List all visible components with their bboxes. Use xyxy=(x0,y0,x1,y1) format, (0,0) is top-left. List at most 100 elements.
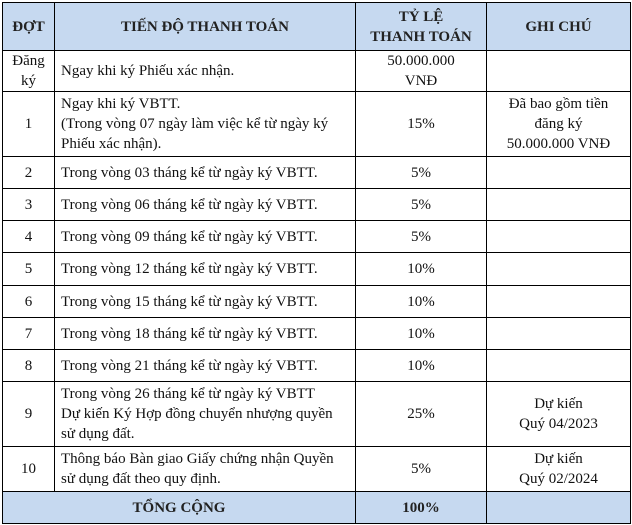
cell-text: Dự kiến xyxy=(534,396,583,412)
cell-text: đăng ký xyxy=(534,116,583,132)
table-cell: TỔNG CỘNG xyxy=(2,491,356,524)
table-row: 10 Thông báo Bàn giao Giấy chứng nhận Quy… xyxy=(2,446,631,492)
cell-text: 4 xyxy=(24,228,33,245)
cell-text: 8 xyxy=(24,357,33,374)
table-cell: Trong vòng 06 tháng kể từ ngày ký VBTT. xyxy=(54,188,356,221)
table-cell: Ngay khi ký Phiếu xác nhận. xyxy=(54,50,356,92)
cell-text: ký xyxy=(21,73,36,89)
table-cell: Trong vòng 18 tháng kể từ ngày ký VBTT. xyxy=(54,317,356,350)
table-cell: TỶ LỆ THANH TOÁN xyxy=(355,2,487,51)
table-cell: 10 xyxy=(2,446,55,492)
cell-text: Trong vòng 12 tháng kể từ ngày ký VBTT. xyxy=(61,261,318,277)
table-cell: Thông báo Bàn giao Giấy chứng nhận Quyền… xyxy=(54,446,356,492)
table-cell xyxy=(486,188,631,221)
cell-text: Đăng xyxy=(12,53,45,69)
cell-text: Ngay khi ký Phiếu xác nhận. xyxy=(61,63,235,79)
table-cell: Đã bao gồm tiền đăng ký 50.000.000 VNĐ xyxy=(486,91,631,157)
table-cell: 10% xyxy=(355,317,487,350)
cell-text: VNĐ xyxy=(404,73,438,89)
cell-text: Trong vòng 15 tháng kể từ ngày ký VBTT. xyxy=(61,293,318,310)
table-cell: Ngay khi ký VBTT. (Trong vòng 07 ngày làm… xyxy=(54,91,356,157)
cell-text: 10% xyxy=(407,325,435,342)
table-cell: Trong vòng 12 tháng kể từ ngày ký VBTT. xyxy=(54,252,356,286)
table-cell: Trong vòng 03 tháng kể từ ngày ký VBTT. xyxy=(54,156,356,189)
table-cell: 9 xyxy=(2,381,55,447)
table-row: 2 Trong vòng 03 tháng kể từ ngày ký VBTT.… xyxy=(2,156,631,189)
table-cell: Trong vòng 09 tháng kể từ ngày ký VBTT. xyxy=(54,220,356,253)
table-row: Đăng ký Ngay khi ký Phiếu xác nhận. 50.000.… xyxy=(2,50,631,92)
table-cell xyxy=(486,252,631,286)
table-cell: TIẾN ĐỘ THANH TOÁN xyxy=(54,2,356,51)
table-cell: 100% xyxy=(355,491,487,524)
cell-text: Dự kiến Ký Hợp đồng chuyển nhượng quyền xyxy=(61,406,333,422)
cell-text: 10 xyxy=(21,461,36,477)
cell-text: 5% xyxy=(411,196,431,213)
table-cell xyxy=(486,156,631,189)
table-row: 1 Ngay khi ký VBTT. (Trong vòng 07 ngày là… xyxy=(2,91,631,157)
table-cell: Đăng ký xyxy=(2,50,55,92)
cell-text: Đã bao gồm tiền xyxy=(508,96,609,112)
table-row: 7 Trong vòng 18 tháng kể từ ngày ký VBTT.… xyxy=(2,317,631,350)
table-cell: Trong vòng 26 tháng kể từ ngày ký VBTT Dự… xyxy=(54,381,356,447)
table-cell: Dự kiến Quý 04/2023 xyxy=(486,381,631,447)
table-cell: 7 xyxy=(2,317,55,350)
table-cell: 1 xyxy=(2,91,55,157)
cell-text: TỶ LỆ xyxy=(398,8,444,25)
table-cell xyxy=(486,491,631,524)
table-cell: 25% xyxy=(355,381,487,447)
cell-text: 9 xyxy=(24,406,33,422)
table-row: 9 Trong vòng 26 tháng kể từ ngày ký VBTT D… xyxy=(2,381,631,447)
cell-text: sử dụng đất theo quy định. xyxy=(61,471,221,487)
header-row: ĐỢT TIẾN ĐỘ THANH TOÁN TỶ LỆ THANH TOÁN GHI … xyxy=(2,2,631,51)
table-cell: 8 xyxy=(2,349,55,382)
table-cell: 15% xyxy=(355,91,487,157)
cell-text: Trong vòng 03 tháng kể từ ngày ký VBTT. xyxy=(61,164,318,181)
cell-text: 5% xyxy=(411,461,431,477)
table-cell: Trong vòng 15 tháng kể từ ngày ký VBTT. xyxy=(54,285,356,318)
cell-text: 50.000.000 xyxy=(387,53,455,69)
table-cell xyxy=(486,349,631,382)
table-cell: 6 xyxy=(2,285,55,318)
cell-text: Trong vòng 18 tháng kể từ ngày ký VBTT. xyxy=(61,325,318,342)
table-row: 3 Trong vòng 06 tháng kể từ ngày ký VBTT.… xyxy=(2,188,631,221)
table-cell: 5% xyxy=(355,446,487,492)
cell-text: Phiếu xác nhận). xyxy=(61,136,162,152)
table-row: 6 Trong vòng 15 tháng kể từ ngày ký VBTT.… xyxy=(2,285,631,318)
cell-text: Trong vòng 09 tháng kể từ ngày ký VBTT. xyxy=(61,228,318,245)
table-cell: GHI CHÚ xyxy=(486,2,631,51)
cell-text: 7 xyxy=(24,325,33,342)
cell-text: 100% xyxy=(402,499,440,516)
table-cell: 3 xyxy=(2,188,55,221)
cell-text: 1 xyxy=(24,116,33,132)
cell-text: Trong vòng 21 tháng kể từ ngày ký VBTT. xyxy=(61,357,318,374)
cell-text: 5% xyxy=(411,228,431,245)
cell-text: 3 xyxy=(24,196,33,213)
cell-text: Trong vòng 06 tháng kể từ ngày ký VBTT. xyxy=(61,196,318,213)
cell-text: Quý 04/2023 xyxy=(519,416,598,432)
cell-text: 10% xyxy=(407,261,435,277)
cell-text: 10% xyxy=(407,357,435,374)
table-cell: 5% xyxy=(355,220,487,253)
table-cell: 10% xyxy=(355,252,487,286)
cell-text: (Trong vòng 07 ngày làm việc kể từ ngày … xyxy=(61,116,329,132)
cell-text: GHI CHÚ xyxy=(525,18,592,35)
table-cell: 5% xyxy=(355,156,487,189)
table-row: 5 Trong vòng 12 tháng kể từ ngày ký VBTT.… xyxy=(2,252,631,286)
table-cell: Dự kiến Quý 02/2024 xyxy=(486,446,631,492)
cell-text: Quý 02/2024 xyxy=(519,471,598,487)
table-cell: Trong vòng 21 tháng kể từ ngày ký VBTT. xyxy=(54,349,356,382)
cell-text: Ngay khi ký VBTT. xyxy=(61,96,181,112)
cell-text: Thông báo Bàn giao Giấy chứng nhận Quyền xyxy=(61,451,334,467)
cell-text: 15% xyxy=(407,116,435,132)
table-cell: 2 xyxy=(2,156,55,189)
table-cell: ĐỢT xyxy=(2,2,55,51)
cell-text: TIẾN ĐỘ THANH TOÁN xyxy=(121,18,289,35)
table-cell xyxy=(486,285,631,318)
table-cell: 5 xyxy=(2,252,55,286)
cell-text: Dự kiến xyxy=(534,451,583,467)
cell-text: 50.000.000 VNĐ xyxy=(506,136,611,152)
cell-text: ĐỢT xyxy=(12,18,45,35)
table-cell xyxy=(486,50,631,92)
